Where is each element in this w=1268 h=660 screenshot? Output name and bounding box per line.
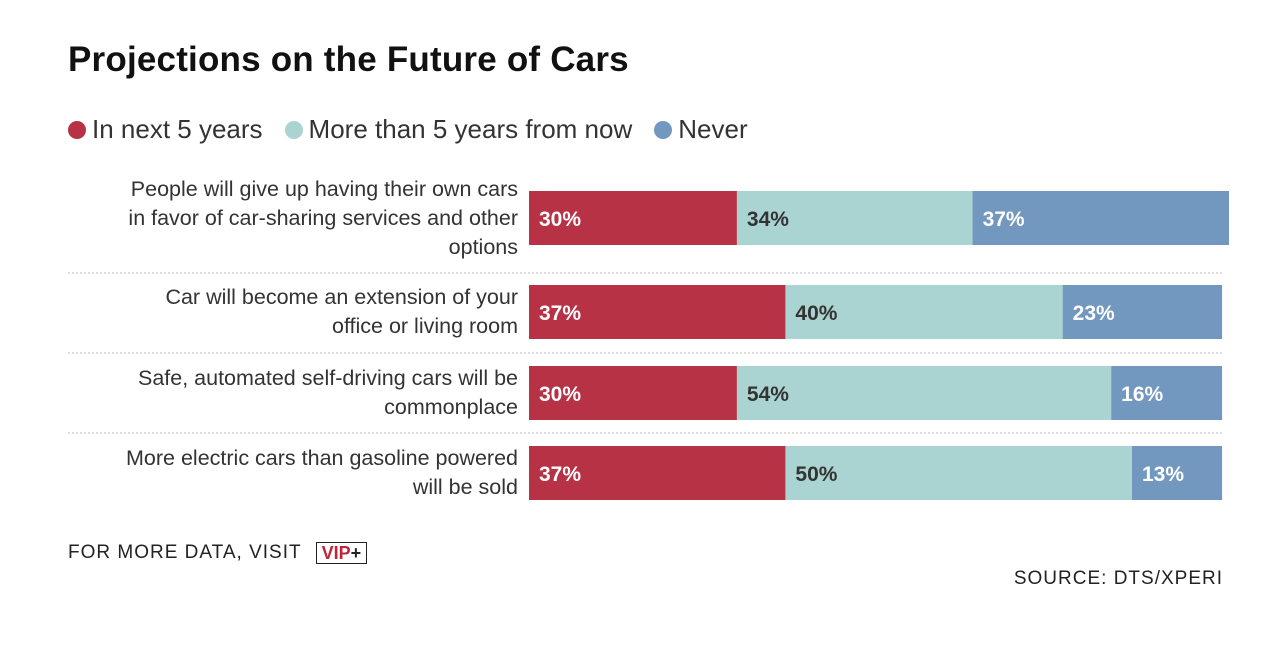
legend-item-in-next-5-years: In next 5 years [68,114,263,145]
category-label-line: More electric cars than gasoline powered [126,446,518,470]
category-label-line: will be sold [412,475,518,499]
bar-segment [529,446,786,500]
legend-swatch-more-than-5-years [284,120,303,139]
legend-label-never: Never [678,114,748,144]
bar-value-label: 30% [539,383,581,406]
category-label: Car will become an extension of your offi… [70,283,518,341]
chart-legend: In next 5 years More than 5 years from n… [68,114,770,145]
category-label-line: in favor of car-sharing services and oth… [128,205,518,230]
bar-value-label: 37% [539,463,581,486]
legend-item-never: Never [654,114,748,145]
category-label: More electric cars than gasoline powered… [70,444,518,502]
bar-value-label: 40% [795,302,837,325]
category-label-line: Car will become an extension of your [165,285,518,309]
bar-segment [529,191,737,245]
vip-plus-link[interactable]: VIP+ [315,542,368,564]
chart-title: Projections on the Future of Cars [68,40,629,79]
category-label: People will give up having their own car… [70,175,518,262]
bar-value-label: 30% [539,208,581,231]
bar-segment [529,366,737,420]
bar-segment [785,446,1132,500]
bar-value-label: 34% [747,208,789,231]
legend-swatch-in-next-5-years [68,120,86,139]
bar-value-label: 13% [1142,463,1184,486]
bar-value-label: 37% [983,208,1025,231]
bar-segment [785,285,1063,339]
category-label-line: office or living room [331,314,518,338]
bar-segment [1062,285,1223,339]
vip-badge-plus: + [350,543,362,563]
source-note: SOURCE: DTS/XPERI [1013,568,1223,589]
bar-segment [972,191,1229,245]
bar-value-label: 50% [795,463,837,486]
legend-swatch-never [654,120,673,139]
category-label-line: Safe, automated self-driving cars will b… [137,366,518,390]
vip-badge-vip: VIP [321,543,351,563]
legend-label-more-than-5-years: More than 5 years from now [308,114,633,144]
bar-segment [736,366,1112,420]
bar-value-label: 23% [1073,302,1115,325]
bar-value-label: 54% [747,383,789,406]
footer-visit: FOR MORE DATA, VISIT VIP+ [68,542,368,564]
bar-value-label: 16% [1121,383,1163,406]
bar-segment [1131,446,1223,500]
legend-label-in-next-5-years: In next 5 years [92,114,263,144]
category-label-line: options [448,234,518,259]
bar-segment [1111,366,1223,420]
bar-value-label: 37% [539,302,581,325]
category-label-line: commonplace [384,395,518,419]
bar-segment [736,191,973,245]
bar-segment [529,285,786,339]
footer-visit-text: FOR MORE DATA, VISIT [68,542,302,563]
category-label: Safe, automated self-driving cars will b… [70,364,518,422]
legend-item-more-than-5-years: More than 5 years from now [284,114,633,145]
category-label-line: People will give up having their own car… [130,176,518,201]
